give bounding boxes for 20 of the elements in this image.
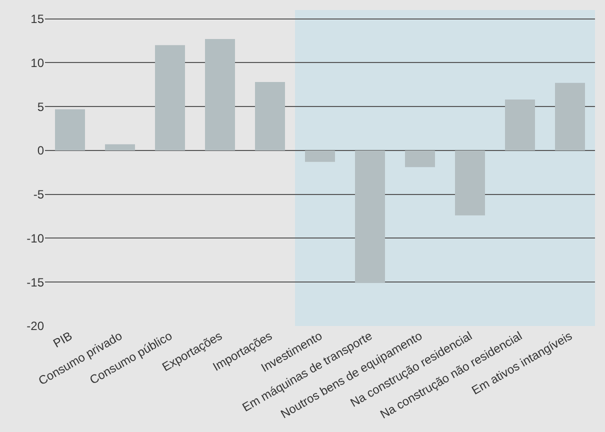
y-tick-label: 0 (37, 144, 44, 158)
y-tick-label: -10 (26, 231, 44, 246)
y-tick-label: 15 (30, 12, 44, 26)
bar (355, 150, 385, 283)
bar (205, 38, 235, 150)
y-tick-label: -15 (26, 275, 44, 290)
x-tick-label: PIB (50, 328, 74, 350)
bar (555, 82, 585, 150)
y-tick-label: 10 (30, 56, 44, 70)
bar (155, 45, 185, 150)
bar (105, 144, 135, 150)
y-tick-label: -20 (26, 319, 44, 334)
bar (505, 100, 535, 150)
bar (305, 150, 335, 162)
bar (455, 150, 485, 216)
bar (255, 82, 285, 150)
y-tick-label: -5 (33, 188, 44, 202)
bar (55, 109, 85, 150)
bar (405, 150, 435, 168)
y-tick-label: 5 (37, 100, 44, 114)
